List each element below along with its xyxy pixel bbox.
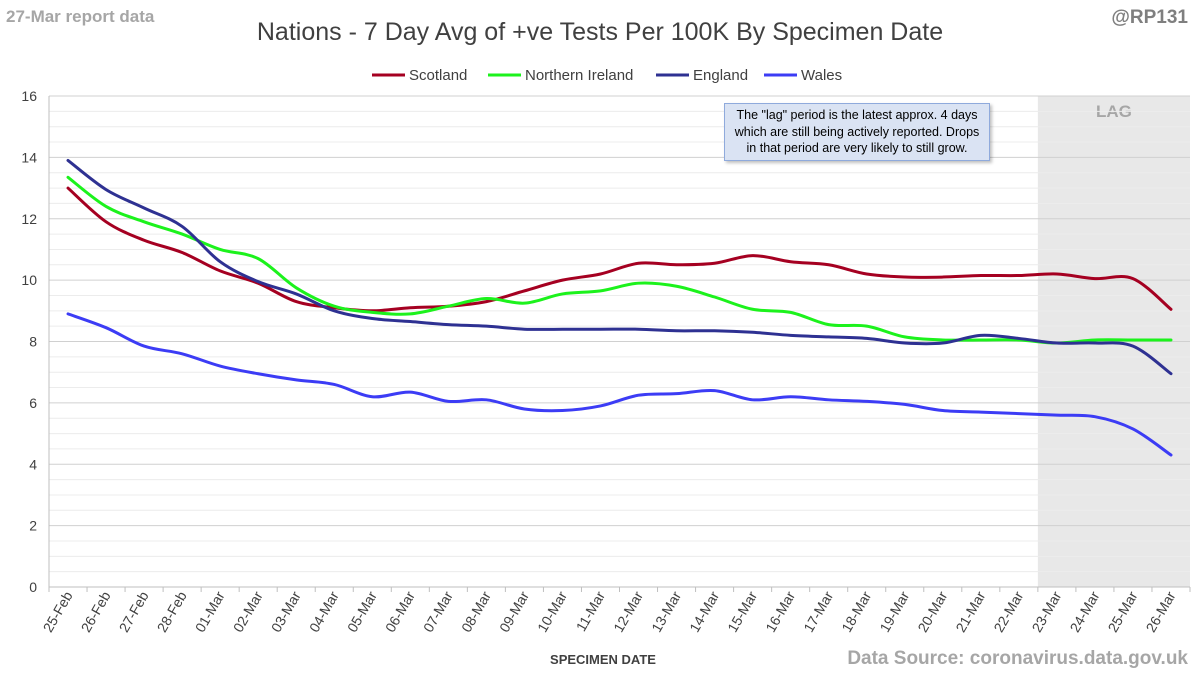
data-source: Data Source: coronavirus.data.gov.uk <box>847 648 1188 669</box>
x-tick-label: 25-Mar <box>1105 588 1141 635</box>
x-tick-label: 08-Mar <box>458 588 494 635</box>
x-tick-label: 05-Mar <box>344 588 380 635</box>
x-tick-label: 11-Mar <box>573 588 609 634</box>
x-tick-label: 12-Mar <box>610 588 646 635</box>
x-tick-label: 06-Mar <box>382 588 418 635</box>
x-tick-label: 19-Mar <box>876 588 912 635</box>
x-tick-label: 13-Mar <box>648 588 684 635</box>
y-tick-label: 10 <box>21 272 37 288</box>
y-tick-label: 16 <box>21 88 37 104</box>
x-tick-label: 22-Mar <box>990 588 1026 635</box>
series-line-wales <box>66 312 1173 457</box>
x-tick-label: 10-Mar <box>534 588 570 635</box>
y-tick-label: 8 <box>29 334 37 350</box>
x-tick-label: 18-Mar <box>838 588 874 635</box>
y-tick-label: 14 <box>21 149 37 165</box>
x-tick-label: 14-Mar <box>686 588 722 635</box>
lag-note: The "lag" period is the latest approx. 4… <box>724 103 990 161</box>
series-line-england <box>66 158 1173 376</box>
x-tick-label: 15-Mar <box>724 588 760 635</box>
x-tick-label: 23-Mar <box>1028 588 1064 635</box>
legend-label-wales: Wales <box>801 67 842 84</box>
x-tick-label: 27-Feb <box>116 588 152 635</box>
x-tick-label: 28-Feb <box>154 588 190 635</box>
y-tick-label: 6 <box>29 395 37 411</box>
x-tick-label: 25-Feb <box>40 588 76 635</box>
x-tick-label: 17-Mar <box>800 588 836 635</box>
legend-label-scotland: Scotland <box>409 67 467 84</box>
x-axis-title: SPECIMEN DATE <box>550 652 656 667</box>
author-handle: @RP131 <box>1111 7 1188 28</box>
report-date-label: 27-Mar report data <box>6 7 155 26</box>
series-line-scotland <box>66 186 1173 313</box>
legend-label-england: England <box>693 67 748 84</box>
series-line-northern-ireland <box>66 175 1173 345</box>
x-tick-label: 03-Mar <box>268 588 304 635</box>
x-tick-label: 04-Mar <box>306 588 342 635</box>
y-tick-label: 2 <box>29 518 37 534</box>
x-tick-label: 02-Mar <box>230 588 266 635</box>
x-tick-label: 16-Mar <box>762 588 798 635</box>
y-tick-label: 0 <box>29 579 37 595</box>
x-tick-label: 24-Mar <box>1066 588 1102 635</box>
x-tick-label: 07-Mar <box>420 588 456 635</box>
x-tick-label: 26-Feb <box>78 588 114 635</box>
y-tick-label: 4 <box>29 456 37 472</box>
chart-title: Nations - 7 Day Avg of +ve Tests Per 100… <box>256 18 944 46</box>
x-tick-label: 26-Mar <box>1143 588 1179 635</box>
x-tick-label: 01-Mar <box>192 588 228 635</box>
y-tick-label: 12 <box>21 211 37 227</box>
x-tick-label: 20-Mar <box>914 588 950 635</box>
legend-label-northern-ireland: Northern Ireland <box>525 67 633 84</box>
x-tick-label: 21-Mar <box>952 588 988 635</box>
x-tick-label: 09-Mar <box>496 588 532 635</box>
